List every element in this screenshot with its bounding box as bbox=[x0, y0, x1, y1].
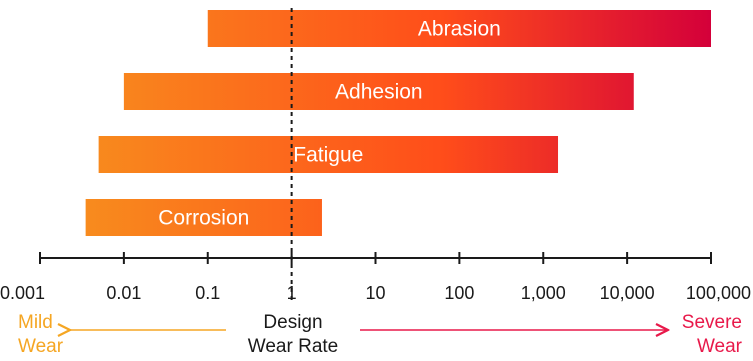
mild-wear-label-line1: Mild bbox=[18, 312, 53, 333]
bar-label-corrosion: Corrosion bbox=[158, 207, 249, 230]
design-wear-rate-label-line2: Wear Rate bbox=[248, 336, 338, 357]
x-tick-label: 1,000 bbox=[521, 283, 566, 303]
bar-label-fatigue: Fatigue bbox=[293, 144, 363, 167]
bar-label-adhesion: Adhesion bbox=[335, 81, 423, 104]
x-tick-label: 0.01 bbox=[106, 283, 141, 303]
x-tick-label: 1 bbox=[287, 283, 297, 303]
x-tick-label: 0.1 bbox=[195, 283, 220, 303]
x-tick-label: 10,000 bbox=[600, 283, 655, 303]
severe-wear-label-line1: Severe bbox=[682, 312, 742, 333]
bars-group: Abrasion Adhesion Fatigue Corrosion bbox=[85, 10, 711, 236]
mild-wear-label-line2: Wear bbox=[18, 336, 64, 357]
x-tick-label: 100,000 bbox=[686, 283, 751, 303]
bar-label-abrasion: Abrasion bbox=[418, 18, 501, 41]
bar-corrosion bbox=[85, 199, 322, 236]
severe-wear-label-line2: Wear bbox=[697, 336, 743, 357]
design-wear-rate-label-line1: Design bbox=[263, 312, 322, 333]
x-tick-label: 10 bbox=[365, 283, 385, 303]
x-axis: 0.001 0.01 0.1 1 10 100 1,000 10,000 100,000 bbox=[0, 252, 751, 303]
bar-fatigue bbox=[98, 136, 559, 173]
bar-adhesion bbox=[123, 73, 634, 110]
x-tick-label: 0.001 bbox=[0, 283, 45, 303]
x-tick-label: 100 bbox=[444, 283, 474, 303]
